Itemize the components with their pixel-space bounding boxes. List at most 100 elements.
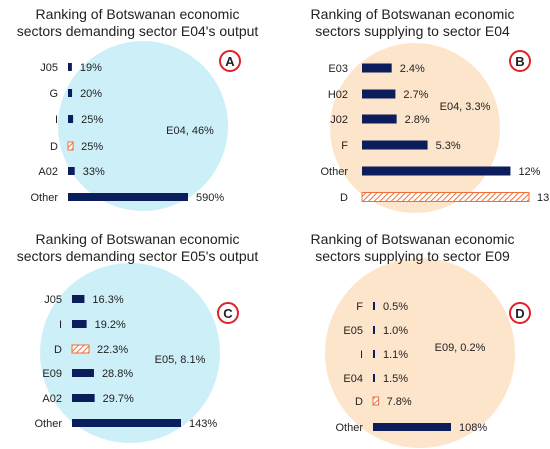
badge-letter-a: A (225, 54, 235, 69)
category-label-c-0: J05 (44, 294, 62, 306)
value-label-c-1: 19.2% (95, 319, 126, 331)
category-label-b-0: E03 (328, 63, 348, 75)
badge-ring-d (509, 302, 531, 324)
panel-d-title-line-2: sectors supplying to sector E09 (315, 248, 510, 264)
panel-a: E04, 46% J05 19% G 20% I 25% D 25% A02 33% Other 590… (0, 0, 275, 224)
category-label-b-5: D (340, 192, 348, 204)
category-label-d-3: E04 (343, 373, 363, 385)
panel-a-title: Ranking of Botswanan economic sectors de… (0, 6, 275, 40)
bar-b-2 (362, 114, 397, 124)
panel-b: E04, 3.3% E03 2.4% H02 2.7% J02 2.8% F 5.3% Other… (275, 0, 550, 224)
bar-c-3 (72, 369, 94, 377)
bar-a-5 (68, 193, 188, 201)
category-label-a-1: G (49, 88, 58, 100)
panel-c-title-line-1: Ranking of Botswanan economic (35, 231, 240, 247)
circle-label-a: E04, 46% (166, 125, 214, 137)
value-label-b-3: 5.3% (436, 140, 461, 152)
category-label-b-4: Other (320, 166, 348, 178)
panel-c-title: Ranking of Botswanan economic sectors de… (0, 231, 275, 265)
panel-b-title-line-1: Ranking of Botswanan economic (310, 6, 515, 22)
value-label-d-0: 0.5% (383, 301, 408, 313)
value-label-d-3: 1.5% (383, 373, 408, 385)
category-label-d-2: I (360, 349, 363, 361)
category-label-a-0: J05 (40, 62, 58, 74)
bar-b-5 (361, 192, 530, 202)
value-label-a-5: 590% (196, 192, 224, 204)
bar-b-1 (362, 89, 396, 99)
badge-letter-c: C (223, 306, 233, 321)
panel-c: E05, 8.1% J05 16.3% I 19.2% D 22.3% E09 28.8% A02… (0, 225, 275, 449)
circle-label-b: E04, 3.3% (440, 101, 491, 113)
panel-d-title: Ranking of Botswanan economic sectors su… (275, 231, 550, 265)
value-label-b-0: 2.4% (400, 63, 425, 75)
panel-d: E09, 0.2% F 0.5% E05 1.0% I 1.1% E04 1.5% D 7.8% Ot… (275, 225, 550, 449)
bar-c-0 (72, 295, 85, 303)
badge-ring-c (217, 302, 239, 324)
category-label-c-4: A02 (42, 393, 62, 405)
bar-c-1 (72, 320, 87, 328)
circle-label-c: E05, 8.1% (155, 354, 206, 366)
circle-label-d: E09, 0.2% (435, 342, 486, 354)
value-label-c-5: 143% (189, 418, 217, 430)
panel-a-title-line-1: Ranking of Botswanan economic (35, 6, 240, 22)
plot-d: E09, 0.2% F 0.5% E05 1.0% I 1.1% E04 1.5% D 7.8% Ot… (325, 258, 531, 448)
bar-b-4 (362, 166, 511, 176)
category-label-d-4: D (355, 396, 363, 408)
value-label-a-3: 25% (81, 141, 103, 153)
bar-c-5 (72, 419, 181, 427)
value-label-a-0: 19% (80, 62, 102, 74)
bar-d-0 (373, 302, 375, 310)
bar-d-2 (373, 350, 375, 358)
bar-a-4 (68, 167, 75, 175)
category-label-c-3: E09 (42, 368, 62, 380)
bar-a-0 (68, 63, 72, 71)
sector-circle-d (325, 258, 515, 448)
panel-b-title: Ranking of Botswanan economic sectors su… (275, 6, 550, 40)
category-label-a-3: D (50, 141, 58, 153)
category-label-a-4: A02 (38, 166, 58, 178)
plot-a: E04, 46% J05 19% G 20% I 25% D 25% A02 33% Other 590… (30, 41, 241, 211)
bar-b-3 (362, 140, 428, 150)
badge-ring-b (509, 50, 531, 72)
category-label-c-2: D (54, 344, 62, 356)
category-label-b-1: H02 (328, 89, 348, 101)
value-label-c-4: 29.7% (103, 393, 134, 405)
value-label-c-3: 28.8% (102, 368, 133, 380)
bar-c-2 (71, 344, 90, 354)
bar-c-4 (72, 394, 95, 402)
value-label-b-5: 13.5% (537, 192, 550, 204)
value-label-b-2: 2.8% (405, 114, 430, 126)
panel-b-title-line-2: sectors supplying to sector E04 (315, 23, 510, 39)
bar-d-1 (373, 326, 375, 334)
value-label-d-1: 1.0% (383, 325, 408, 337)
category-label-d-5: Other (335, 422, 363, 434)
badge-ring-a (219, 50, 241, 72)
bar-a-1 (68, 89, 73, 97)
category-label-c-1: I (59, 319, 62, 331)
panel-a-title-line-2: sectors demanding sector E04's output (16, 23, 259, 39)
value-label-a-2: 25% (81, 114, 103, 126)
category-label-c-5: Other (34, 418, 62, 430)
sector-circle-c (40, 263, 220, 443)
bar-b-0 (362, 63, 392, 73)
plot-c: E05, 8.1% J05 16.3% I 19.2% D 22.3% E09 28.8% A02… (34, 263, 239, 443)
panel-c-title-line-2: sectors demanding sector E05's output (16, 248, 259, 264)
plot-b: E04, 3.3% E03 2.4% H02 2.7% J02 2.8% F 5.3% Other… (320, 43, 550, 213)
badge-letter-b: B (515, 54, 524, 69)
category-label-b-2: J02 (330, 114, 348, 126)
category-label-b-3: F (341, 140, 348, 152)
bar-d-5 (373, 423, 451, 431)
category-label-d-1: E05 (343, 325, 363, 337)
bar-d-4 (372, 396, 380, 406)
value-label-b-4: 12% (518, 166, 540, 178)
value-label-c-0: 16.3% (92, 294, 123, 306)
value-label-d-4: 7.8% (387, 396, 412, 408)
value-label-c-2: 22.3% (97, 344, 128, 356)
value-label-a-1: 20% (80, 88, 102, 100)
bar-a-3 (67, 141, 74, 151)
badge-letter-d: D (515, 306, 524, 321)
value-label-d-2: 1.1% (383, 349, 408, 361)
category-label-a-2: I (55, 114, 58, 126)
bar-a-2 (68, 115, 74, 123)
bar-d-3 (373, 374, 375, 382)
